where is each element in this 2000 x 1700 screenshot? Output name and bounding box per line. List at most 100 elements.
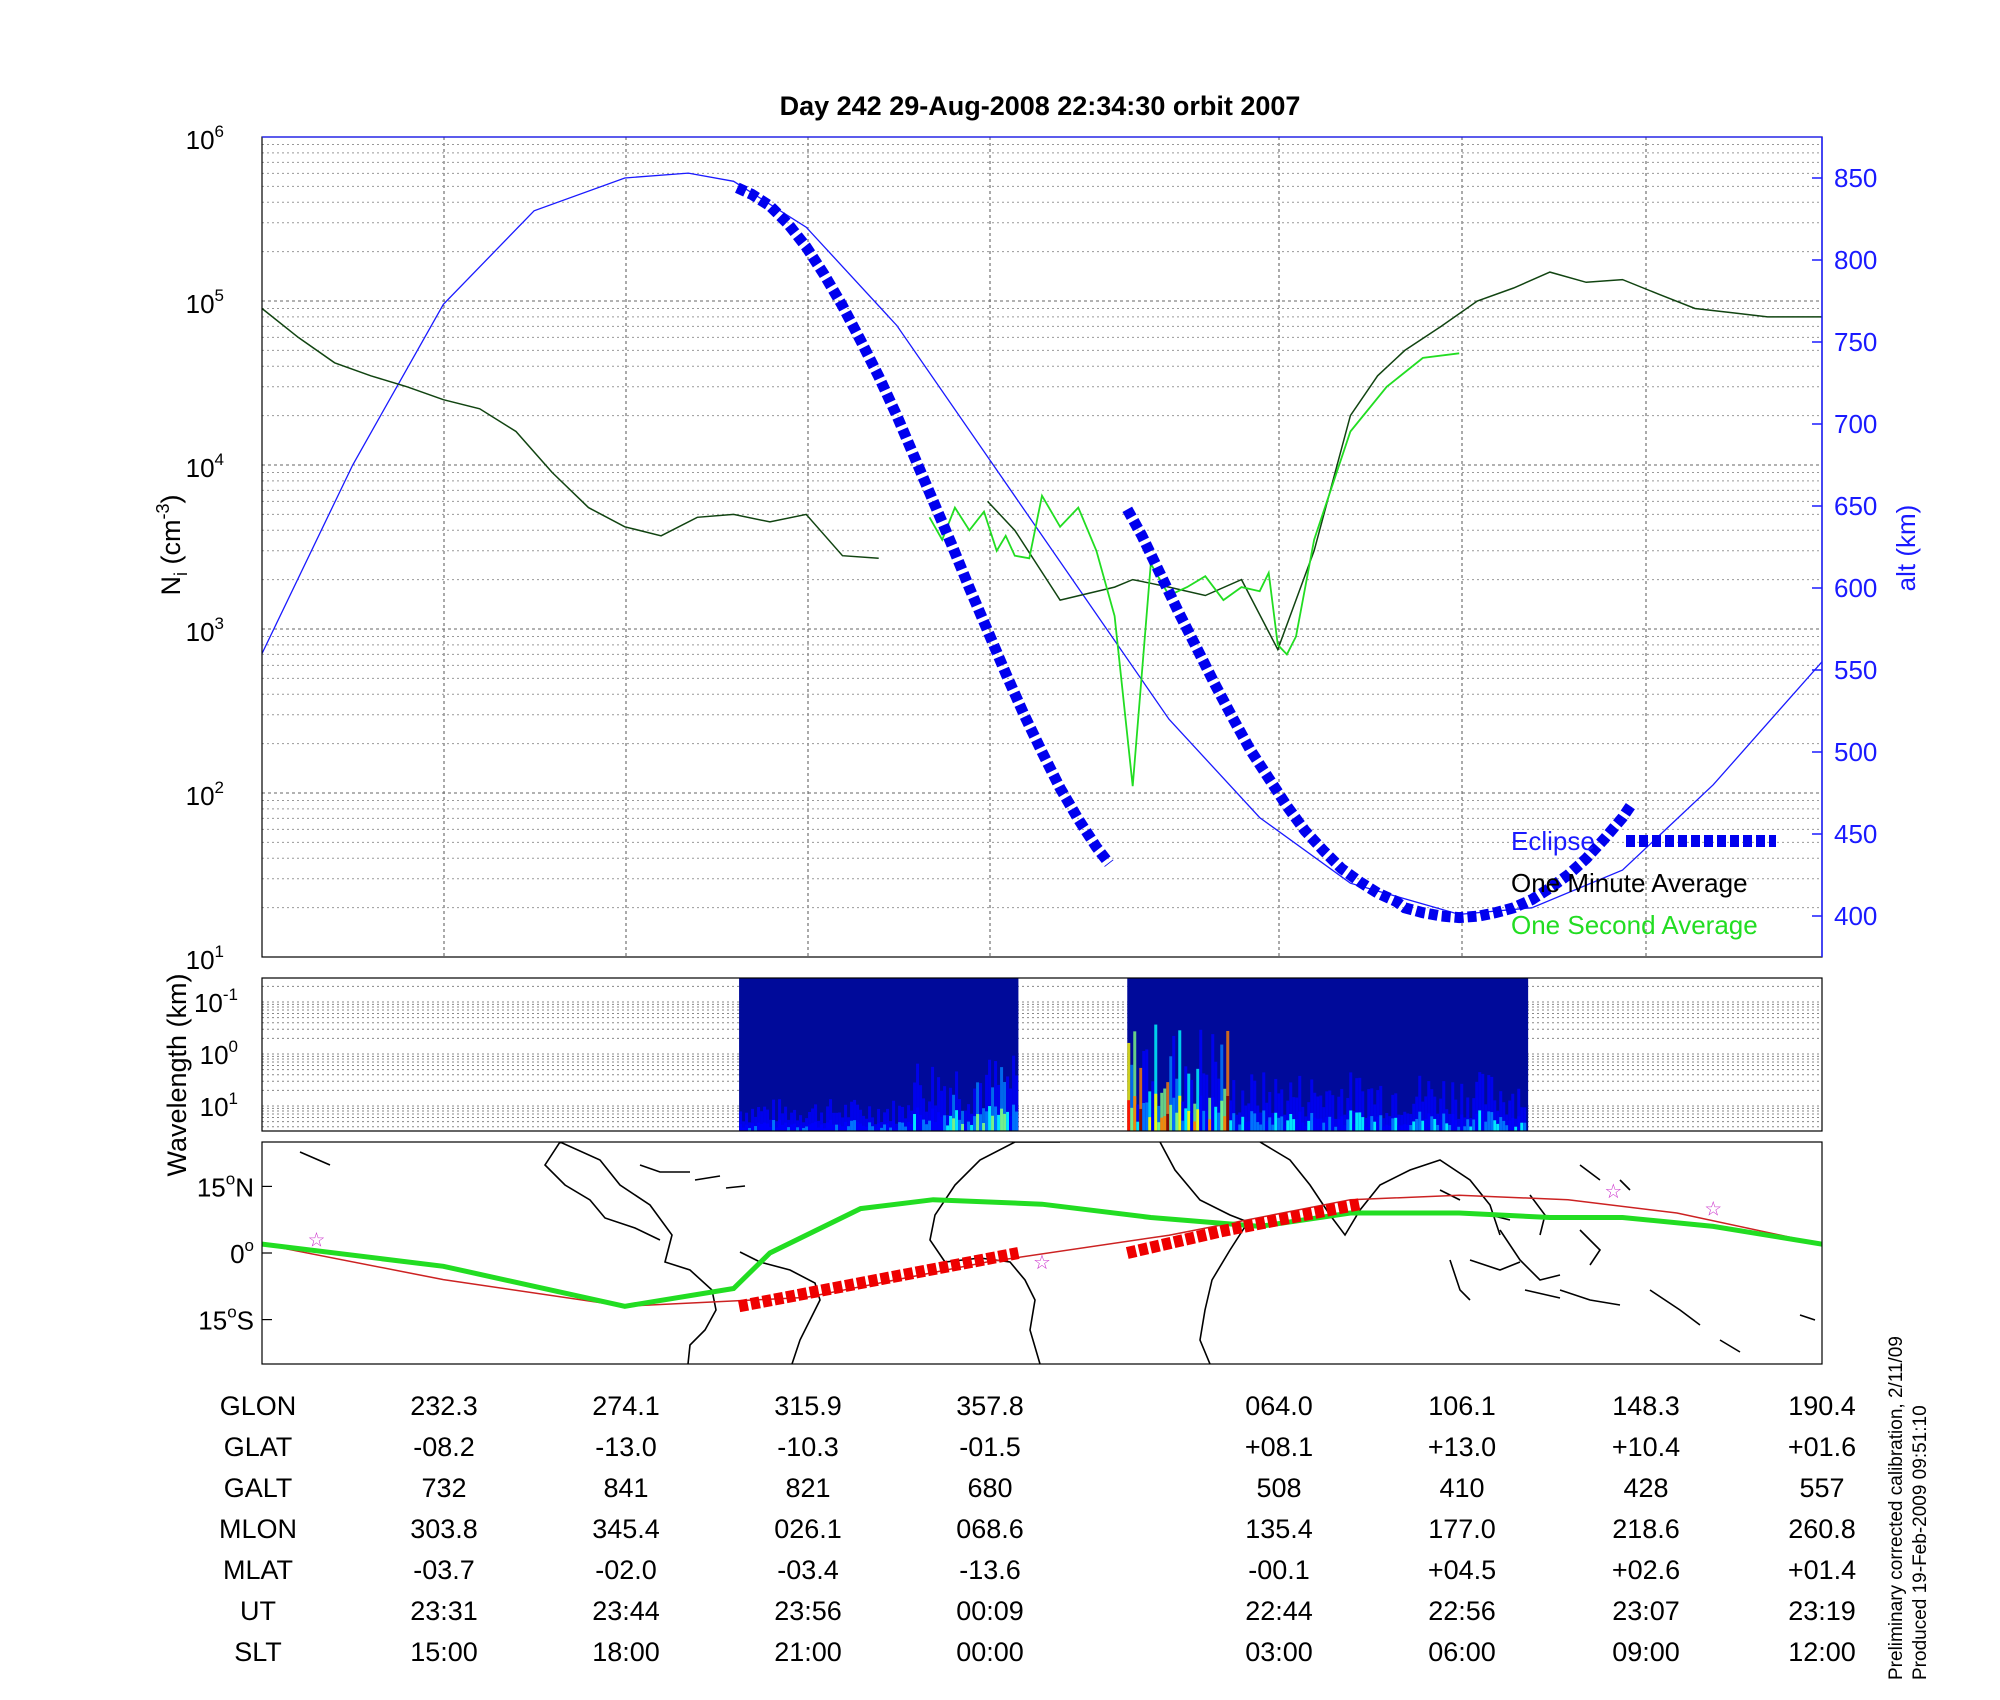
spectrogram-column-core	[1241, 1116, 1245, 1131]
spectrogram-column	[1268, 1091, 1272, 1131]
produced-note: Produced 19-Feb-2009 09:51:10	[1910, 1405, 1931, 1680]
table-cell: 09:00	[1612, 1637, 1680, 1667]
spectrogram-column	[1003, 1082, 1007, 1131]
spectrogram-column-core	[964, 1123, 968, 1131]
spectrogram-column-core	[844, 1121, 848, 1131]
spectrogram-column-core	[958, 1119, 962, 1131]
table-row-label: GLAT	[224, 1432, 293, 1462]
spectrogram-column-core	[1418, 1111, 1422, 1131]
table-cell: 00:09	[956, 1596, 1024, 1626]
spectrogram-column	[823, 1123, 827, 1131]
spectrogram-column-core	[1232, 1113, 1236, 1131]
spectrogram-column	[955, 1071, 959, 1131]
spectrogram-column-core	[1325, 1117, 1329, 1131]
spectrogram-column-core	[991, 1115, 995, 1131]
table-cell: 135.4	[1245, 1514, 1313, 1544]
table-cell: -08.2	[413, 1432, 475, 1462]
spectrogram-column	[1256, 1105, 1260, 1131]
spectrogram-column	[1364, 1117, 1368, 1131]
spectrogram-column-core	[1496, 1123, 1500, 1131]
spectrogram-column	[1009, 1088, 1013, 1131]
table-cell: +01.4	[1788, 1555, 1856, 1585]
spectrogram-column-core	[1151, 1113, 1155, 1131]
spectrogram-column	[1262, 1072, 1266, 1131]
table-cell: 190.4	[1788, 1391, 1856, 1421]
spectrogram-column	[1478, 1072, 1482, 1131]
spectrogram-column	[1313, 1092, 1317, 1131]
spectrogram-column	[922, 1098, 926, 1131]
table-cell: 03:00	[1245, 1637, 1313, 1667]
spectrogram-column	[1325, 1091, 1329, 1131]
alt-tick-label: 700	[1834, 409, 1877, 439]
spectrogram-column-core	[766, 1123, 770, 1131]
spectrogram-column	[967, 1104, 971, 1131]
spectrogram-column-core	[1475, 1113, 1479, 1131]
spectrogram-column-core	[1322, 1122, 1326, 1131]
spectrogram-column-core	[1253, 1113, 1257, 1131]
spectrogram-column-core	[1292, 1119, 1296, 1131]
spectrogram-column-core	[1223, 1116, 1227, 1131]
spectrogram-column-core	[829, 1119, 833, 1131]
spectrogram-column-core	[1298, 1111, 1302, 1131]
star-marker-2: ☆	[1604, 1181, 1622, 1203]
spectrogram-column	[925, 1111, 929, 1131]
spectrogram-column-core	[976, 1113, 980, 1131]
spectrogram-column	[1340, 1088, 1344, 1131]
spectrogram-column-core	[913, 1114, 917, 1131]
map-panel: ☆ ☆ ☆ ☆ 15oN 0o 15oS	[197, 1141, 1823, 1365]
spectrogram-column-core	[967, 1121, 971, 1131]
spectrogram-column	[1406, 1113, 1410, 1131]
second-average-line	[928, 352, 1460, 787]
spectrogram-column	[985, 1074, 989, 1131]
spectrogram-column	[1505, 1114, 1509, 1131]
spectrogram-column	[979, 1083, 983, 1131]
table-cell: -13.0	[595, 1432, 657, 1462]
spectrogram-frame	[261, 977, 1823, 1132]
spectrogram-column-core	[1259, 1124, 1263, 1131]
spectrogram-column	[1469, 1118, 1473, 1131]
spectrogram-column-core	[1184, 1108, 1188, 1131]
spectrogram-column-core	[832, 1124, 836, 1131]
table-cell: 357.8	[956, 1391, 1024, 1421]
spectrogram-column	[1358, 1077, 1362, 1131]
spectrogram-column-core	[841, 1126, 845, 1131]
table-cell: 23:31	[410, 1596, 478, 1626]
density-tick-label: 105	[186, 286, 224, 319]
spectrogram-column	[1418, 1075, 1422, 1131]
spectrogram-column	[1484, 1104, 1488, 1131]
spectrogram-column	[1277, 1093, 1281, 1131]
spectrogram-column-core	[796, 1127, 800, 1131]
spectrogram-column-core	[1520, 1122, 1524, 1131]
spectrogram-column-core	[1436, 1124, 1440, 1131]
spectrogram-column	[880, 1122, 884, 1131]
red-track-segment-0	[737, 1247, 1020, 1313]
spectrogram-column	[745, 1112, 749, 1131]
spectrogram-column	[742, 1121, 746, 1131]
spectrogram-column	[949, 1087, 953, 1131]
table-cell: 148.3	[1612, 1391, 1680, 1421]
spectrogram-column-core	[1514, 1126, 1518, 1131]
spectrogram-column-core	[1250, 1111, 1254, 1131]
table-cell: 177.0	[1428, 1514, 1496, 1544]
coast-africa-east	[1159, 1142, 1250, 1364]
spectrogram-column	[1244, 1105, 1248, 1131]
spectrogram-column-core	[1421, 1120, 1425, 1131]
table-cell: 064.0	[1245, 1391, 1313, 1421]
spectrogram-tick-label: 101	[200, 1089, 238, 1122]
spectrogram-column	[1403, 1111, 1407, 1131]
spectrogram-column	[757, 1107, 761, 1131]
spectrogram-column-core	[1463, 1126, 1467, 1131]
spectrogram-column-core	[1280, 1116, 1284, 1131]
spectrogram-column-core	[865, 1126, 869, 1131]
spectrogram-column-core	[985, 1111, 989, 1131]
spectrogram-column	[1163, 1088, 1167, 1131]
spectrogram-panel: 10-1 100 101 Wavelength (km)	[162, 973, 1823, 1177]
spectrogram-column	[1415, 1096, 1419, 1131]
spectrogram-column-core	[1220, 1100, 1224, 1131]
table-row-label: GALT	[224, 1473, 293, 1503]
ephemeris-table: GLON 232.3 274.1 315.9 357.8 064.0 106.1 148.3 1…	[219, 1391, 1856, 1667]
calibration-note: Preliminary corrected calibration, 2/11/…	[1886, 1336, 1907, 1680]
coastlines	[299, 1142, 1816, 1364]
spectrogram-column-core	[1214, 1106, 1218, 1131]
spectrogram-column-core	[739, 1124, 743, 1131]
